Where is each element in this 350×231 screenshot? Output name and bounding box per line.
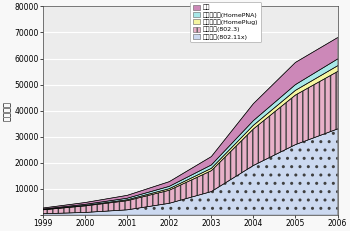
Legend: 其他, 電話線技術(HomePNA), 電源線技術(HomePlug), 乙太網路(802.3), 無線技術(802.11x): 其他, 電話線技術(HomePNA), 電源線技術(HomePlug), 乙太網… [190, 2, 261, 42]
Y-axis label: 單位：千: 單位：千 [3, 101, 12, 121]
